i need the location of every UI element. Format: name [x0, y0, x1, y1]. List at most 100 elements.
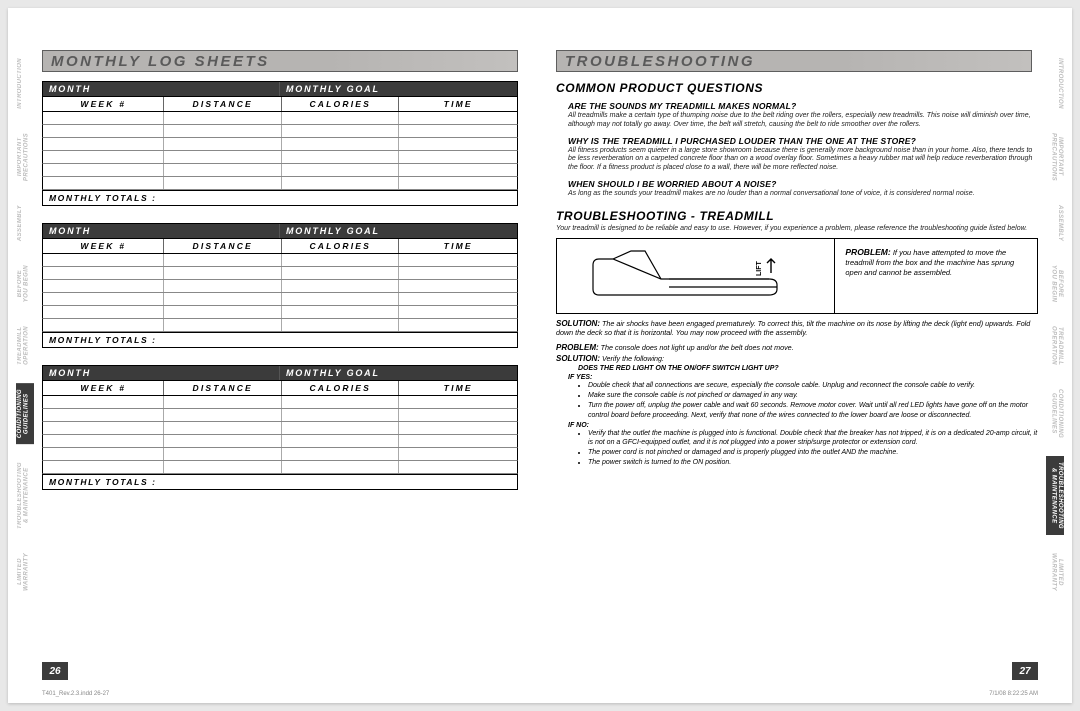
col-calories: CALORIES — [282, 97, 400, 111]
log-block: MONTHMONTHLY GOALWEEK #DISTANCECALORIEST… — [42, 81, 518, 206]
nav-tab: TREADMILL OPERATION — [16, 320, 34, 371]
subhead-troubleshooting: TROUBLESHOOTING - TREADMILL — [556, 209, 1038, 223]
col-time: TIME — [399, 97, 517, 111]
col-distance: DISTANCE — [164, 381, 282, 395]
nav-tab: TREADMILL OPERATION — [1046, 320, 1064, 371]
q1-heading: ARE THE SOUNDS MY TREADMILL MAKES NORMAL… — [556, 101, 1038, 111]
nav-tab: LIMITED WARRANTY — [1046, 547, 1064, 597]
page-number-right: 27 — [1012, 662, 1038, 680]
footer-right: 7/1/08 8:22:25 AM — [989, 691, 1038, 697]
col-distance: DISTANCE — [164, 239, 282, 253]
log-row — [42, 448, 518, 461]
if-yes-label: IF YES: — [556, 374, 1038, 381]
monthly-totals: MONTHLY TOTALS : — [42, 190, 518, 206]
treadmill-diagram: LIFT — [557, 239, 835, 313]
log-row — [42, 396, 518, 409]
log-row — [42, 112, 518, 125]
lift-label: LIFT — [756, 261, 763, 276]
col-calories: CALORIES — [282, 239, 400, 253]
nav-tab: INTRODUCTION — [16, 52, 34, 115]
mini-question: DOES THE RED LIGHT ON THE ON/OFF SWITCH … — [556, 365, 1038, 372]
month-label: MONTH — [43, 224, 280, 238]
log-row — [42, 125, 518, 138]
col-week: WEEK # — [43, 239, 164, 253]
page-left: INTRODUCTION IMPORTANT PRECAUTIONS ASSEMBL… — [8, 8, 540, 703]
section-bar-right: TROUBLESHOOTING — [556, 50, 1032, 72]
column-header: WEEK #DISTANCECALORIESTIME — [42, 380, 518, 396]
nav-tab: TROUBLESHOOTING & MAINTENANCE — [16, 456, 34, 535]
page-spread: INTRODUCTION IMPORTANT PRECAUTIONS ASSEMBL… — [8, 8, 1072, 703]
log-row — [42, 164, 518, 177]
q2-body: All fitness products seem quieter in a l… — [556, 147, 1038, 173]
nav-tab: CONDITIONING GUIDELINES — [16, 383, 34, 444]
log-row — [42, 435, 518, 448]
col-week: WEEK # — [43, 381, 164, 395]
nav-tab: IMPORTANT PRECAUTIONS — [1046, 127, 1064, 187]
col-distance: DISTANCE — [164, 97, 282, 111]
nav-tab: BEFORE YOU BEGIN — [1046, 259, 1064, 308]
nav-tab: INTRODUCTION — [1046, 52, 1064, 115]
bullet-item: Verify that the outlet the machine is pl… — [588, 429, 1038, 447]
col-time: TIME — [399, 381, 517, 395]
log-row — [42, 461, 518, 474]
solution1: SOLUTION: The air shocks have been engag… — [556, 319, 1038, 337]
log-row — [42, 293, 518, 306]
problem1-text: PROBLEM: If you have attempted to move t… — [835, 239, 1037, 313]
month-label: MONTH — [43, 366, 280, 380]
nav-tab: LIMITED WARRANTY — [16, 547, 34, 597]
bullet-item: Make sure the console cable is not pinch… — [588, 391, 1038, 400]
section-title-left: MONTHLY LOG SHEETS — [51, 53, 270, 70]
section-bar-left: MONTHLY LOG SHEETS — [42, 50, 518, 72]
goal-label: MONTHLY GOAL — [280, 82, 517, 96]
if-no-bullets: Verify that the outlet the machine is pl… — [556, 429, 1038, 467]
column-header: WEEK #DISTANCECALORIESTIME — [42, 96, 518, 112]
bullet-item: The power switch is turned to the ON pos… — [588, 458, 1038, 467]
monthly-totals: MONTHLY TOTALS : — [42, 474, 518, 490]
log-row — [42, 409, 518, 422]
log-row — [42, 306, 518, 319]
subhead-common-questions: COMMON PRODUCT QUESTIONS — [556, 81, 1038, 95]
footer-left: T401_Rev.2.3.indd 26-27 — [42, 691, 109, 697]
log-row — [42, 267, 518, 280]
q1-body: All treadmills make a certain type of th… — [556, 112, 1038, 130]
right-tab-column: INTRODUCTION IMPORTANT PRECAUTIONS ASSEMBL… — [1046, 52, 1064, 597]
month-header: MONTHMONTHLY GOAL — [42, 365, 518, 380]
nav-tab: TROUBLESHOOTING & MAINTENANCE — [1046, 456, 1064, 535]
log-row — [42, 319, 518, 332]
problem-label: PROBLEM: — [845, 247, 890, 257]
bullet-item: The power cord is not pinched or damaged… — [588, 448, 1038, 457]
col-calories: CALORIES — [282, 381, 400, 395]
treadmill-icon: LIFT — [591, 245, 801, 307]
problem-box: LIFT PROBLEM: If you have attempted to m… — [556, 238, 1038, 314]
nav-tab: IMPORTANT PRECAUTIONS — [16, 127, 34, 187]
log-block: MONTHMONTHLY GOALWEEK #DISTANCECALORIEST… — [42, 223, 518, 348]
col-time: TIME — [399, 239, 517, 253]
problem2: PROBLEM: The console does not light up a… — [556, 343, 1038, 352]
log-row — [42, 151, 518, 164]
page-number-left: 26 — [42, 662, 68, 680]
nav-tab: ASSEMBLY — [1046, 199, 1064, 247]
nav-tab: CONDITIONING GUIDELINES — [1046, 383, 1064, 444]
monthly-totals: MONTHLY TOTALS : — [42, 332, 518, 348]
log-block: MONTHMONTHLY GOALWEEK #DISTANCECALORIEST… — [42, 365, 518, 490]
nav-tab: BEFORE YOU BEGIN — [16, 259, 34, 308]
col-week: WEEK # — [43, 97, 164, 111]
q2-heading: WHY IS THE TREADMILL I PURCHASED LOUDER … — [556, 136, 1038, 146]
goal-label: MONTHLY GOAL — [280, 224, 517, 238]
month-label: MONTH — [43, 82, 280, 96]
bullet-item: Double check that all connections are se… — [588, 381, 1038, 390]
nav-tab: ASSEMBLY — [16, 199, 34, 247]
q3-heading: WHEN SHOULD I BE WORRIED ABOUT A NOISE? — [556, 179, 1038, 189]
solution2: SOLUTION: Verify the following: — [556, 354, 1038, 363]
left-tab-column: INTRODUCTION IMPORTANT PRECAUTIONS ASSEMBL… — [16, 52, 34, 597]
section-title-right: TROUBLESHOOTING — [565, 53, 755, 70]
if-no-label: IF NO: — [556, 422, 1038, 429]
month-header: MONTHMONTHLY GOAL — [42, 223, 518, 238]
log-row — [42, 422, 518, 435]
bullet-item: Turn the power off, unplug the power cab… — [588, 401, 1038, 419]
log-row — [42, 177, 518, 190]
log-row — [42, 254, 518, 267]
page-right: INTRODUCTION IMPORTANT PRECAUTIONS ASSEMBL… — [540, 8, 1072, 703]
goal-label: MONTHLY GOAL — [280, 366, 517, 380]
log-row — [42, 280, 518, 293]
